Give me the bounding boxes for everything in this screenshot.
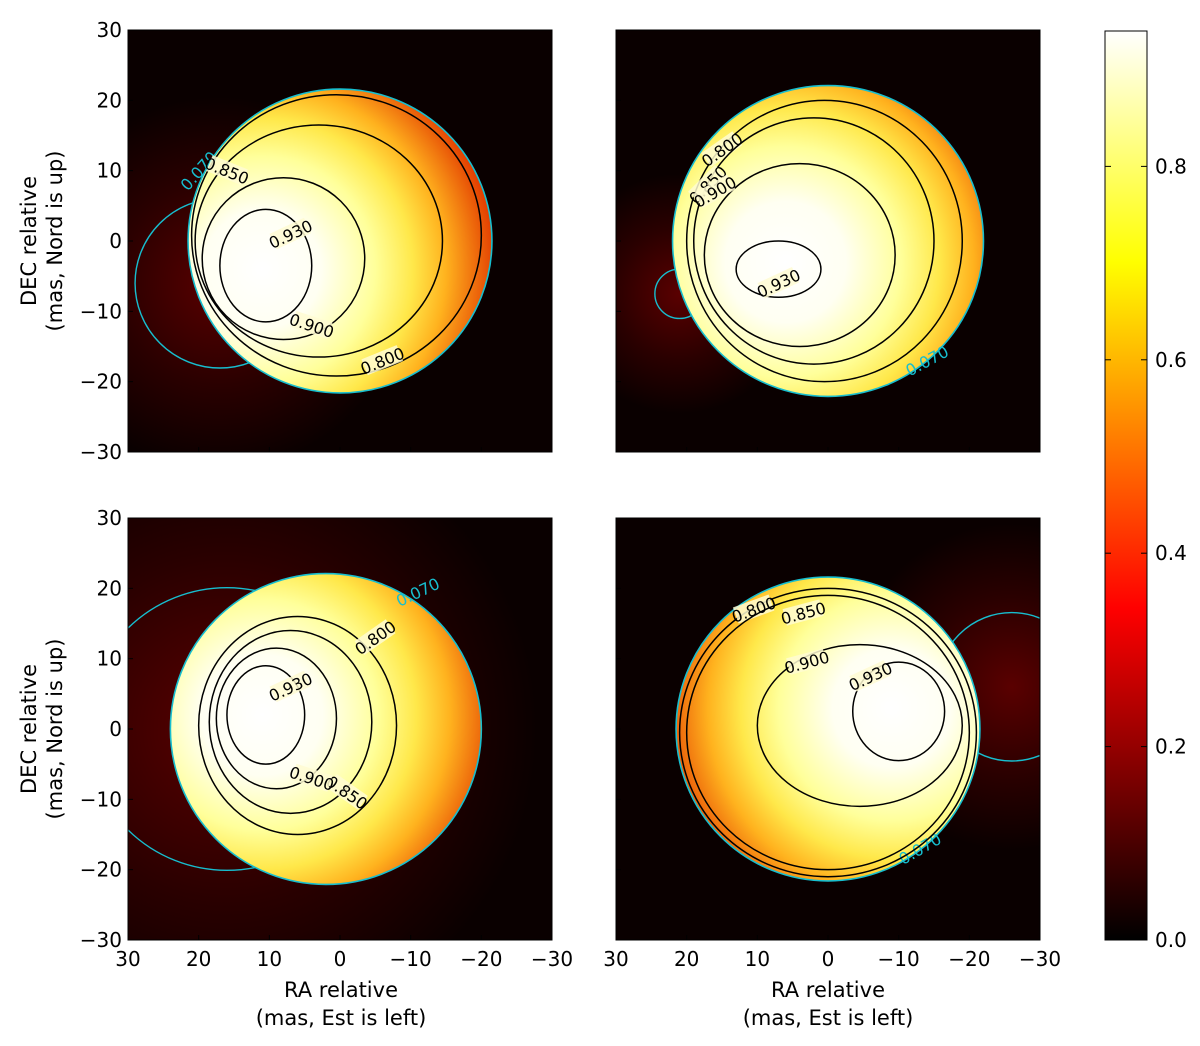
colorbar: 0.0 0.2 0.4 0.6 0.8 — [1104, 30, 1187, 952]
xlabel-left: RA relative — [284, 978, 398, 1002]
y-tick-label: 0 — [109, 229, 122, 253]
x-tick-label: −10 — [390, 947, 432, 971]
y-tick-label: 20 — [97, 88, 122, 112]
contour-0.850 — [692, 117, 935, 365]
stellar-disk — [187, 88, 493, 394]
y-tick-label: −20 — [80, 858, 122, 882]
contour-0.900 — [703, 162, 896, 348]
contour-0.930 — [735, 240, 822, 299]
ylabel-bottom: DEC relative — [17, 664, 41, 794]
ylabel2-bottom: (mas, Nord is up) — [43, 639, 67, 820]
y-tick-label: −30 — [80, 928, 122, 952]
ylabel-top: DEC relative — [17, 176, 41, 306]
contour-0.930 — [226, 664, 306, 765]
x-tick-label: 0 — [334, 947, 347, 971]
x-tick-label: 20 — [186, 947, 211, 971]
y-tick-label: 10 — [97, 159, 122, 183]
x-tick-label: −20 — [460, 947, 502, 971]
stellar-disk — [671, 84, 985, 398]
contour-0.930 — [219, 208, 313, 323]
stellar-disk — [169, 572, 483, 886]
contour-0.800 — [190, 93, 483, 377]
xlabel2-right: (mas, Est is left) — [743, 1006, 914, 1030]
x-tick-label: −30 — [531, 947, 573, 971]
x-tick-label: 20 — [674, 947, 699, 971]
colorbar-tick-label: 0.0 — [1155, 928, 1187, 952]
y-tick-label: 20 — [97, 576, 122, 600]
contour-0.800 — [678, 587, 978, 878]
ylabel2-top: (mas, Nord is up) — [43, 151, 67, 332]
y-tick-label: 0 — [109, 717, 122, 741]
x-tick-label: 0 — [822, 947, 835, 971]
x-tick-label: 10 — [257, 947, 282, 971]
contour-0.850 — [685, 594, 971, 871]
colorbar-tick-label: 0.2 — [1155, 735, 1187, 759]
y-tick-label: −20 — [80, 370, 122, 394]
y-tick-label: 30 — [97, 18, 122, 42]
x-tick-label: 30 — [603, 947, 628, 971]
x-tick-label: −30 — [1019, 947, 1061, 971]
x-tick-label: −10 — [878, 947, 920, 971]
contour-0.800 — [685, 99, 964, 383]
colorbar-tick-label: 0.6 — [1155, 348, 1187, 372]
y-tick-label: −30 — [80, 440, 122, 464]
y-tick-label: 10 — [97, 647, 122, 671]
contour-0.900 — [756, 643, 964, 808]
y-tick-label: −10 — [80, 299, 122, 323]
y-tick-label: −10 — [80, 787, 122, 811]
x-tick-label: 30 — [115, 947, 140, 971]
contour-0.900 — [201, 176, 366, 341]
contour-0.930 — [851, 661, 946, 762]
x-tick-label: 10 — [745, 947, 770, 971]
x-tick-label: −20 — [948, 947, 990, 971]
contour-0.850 — [194, 124, 444, 358]
contour-0.850 — [208, 629, 373, 815]
xlabel2-left: (mas, Est is left) — [256, 1006, 427, 1030]
panels-group: 0.0700.8000.8500.9000.9303020100−10−20−3… — [80, 18, 1061, 971]
colorbar-tick-label: 0.8 — [1155, 154, 1187, 178]
colorbar-gradient — [1104, 30, 1148, 941]
contour-0.800 — [197, 615, 398, 836]
axis-labels: DEC relative (mas, Nord is up) DEC relat… — [17, 151, 913, 1030]
colorbar-tick-label: 0.4 — [1155, 541, 1187, 565]
xlabel-right: RA relative — [771, 978, 885, 1002]
contour-0.900 — [215, 647, 338, 790]
y-tick-label: 30 — [97, 506, 122, 530]
